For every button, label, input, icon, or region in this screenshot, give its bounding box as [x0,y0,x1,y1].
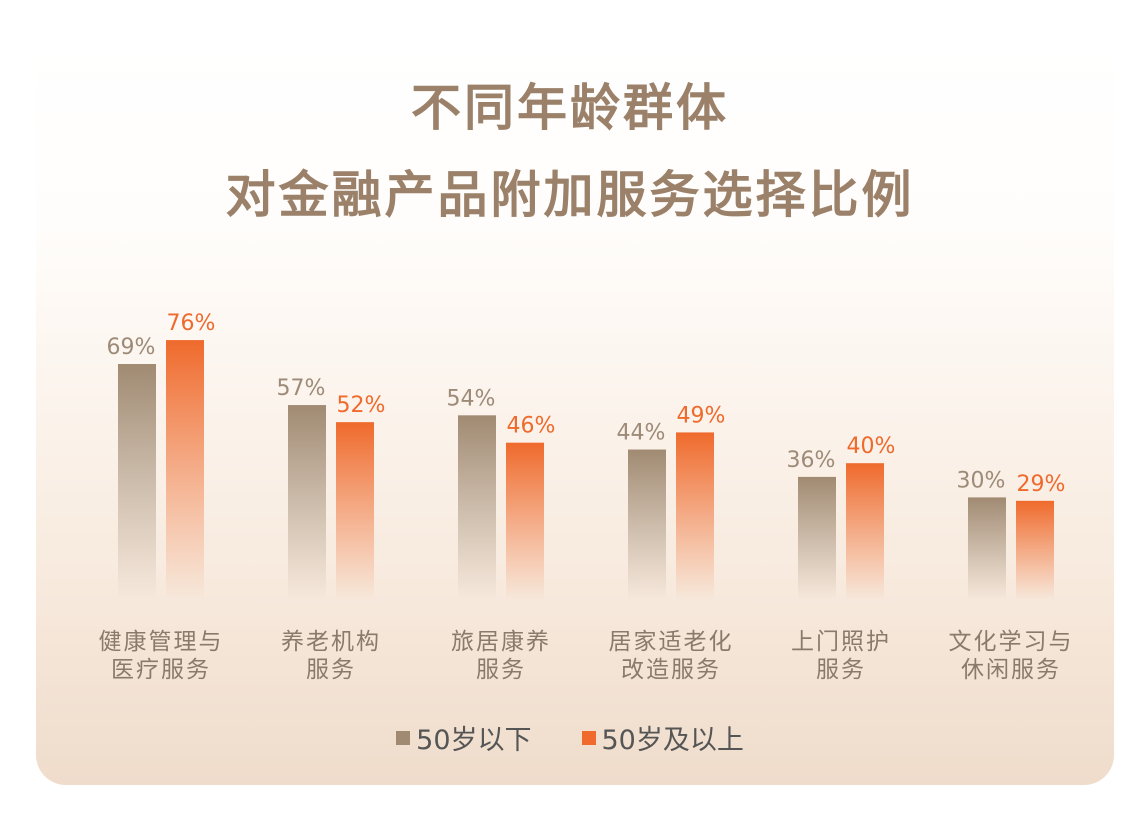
bar-over50-1 [336,422,374,600]
bar-under50-1 [288,405,326,600]
legend-item-under50: 50岁以下 [396,718,532,757]
chart-subtitle: 对金融产品附加服务选择比例 [225,166,915,224]
category-label-5-line-1: 休闲服务 [961,657,1061,683]
data-label-under50-3: 44% [617,421,666,446]
bar-under50-0 [118,364,156,600]
bar-over50-5 [1016,500,1054,600]
bar-over50-2 [506,442,544,600]
category-label-5-line-0: 文化学习与 [949,629,1074,655]
data-label-under50-1: 57% [277,376,326,401]
data-label-over50-1: 52% [337,393,386,418]
legend-swatch-over50 [581,730,596,745]
data-label-over50-2: 46% [507,414,556,439]
category-label-0-line-0: 健康管理与 [99,629,224,655]
category-label-2-line-1: 服务 [476,657,526,683]
category-label-3-line-1: 改造服务 [621,657,721,683]
category-label-2-line-0: 旅居康养 [451,629,551,655]
data-label-under50-0: 69% [107,335,156,360]
legend-item-over50: 50岁及以上 [581,718,744,757]
chart-card [36,40,1114,785]
legend-label-under50: 50岁以下 [416,725,532,756]
category-label-0-line-1: 医疗服务 [111,657,211,683]
bar-over50-4 [846,463,884,600]
category-label-4-line-0: 上门照护 [791,629,891,655]
legend: 50岁以下 50岁及以上 [0,718,1140,757]
bar-under50-3 [628,449,666,600]
data-label-over50-4: 40% [847,434,896,459]
category-label-4-line-1: 服务 [816,657,866,683]
data-label-over50-5: 29% [1017,472,1066,497]
category-label-1-line-0: 养老机构 [281,629,381,655]
bar-over50-0 [166,340,204,600]
data-label-under50-2: 54% [447,386,496,411]
data-label-under50-4: 36% [787,448,836,473]
bar-under50-4 [798,476,836,600]
chart-title: 不同年龄群体 [411,79,729,137]
data-label-over50-0: 76% [167,311,216,336]
bar-over50-3 [676,432,714,600]
bar-under50-2 [458,415,496,600]
category-label-1-line-1: 服务 [306,657,356,683]
category-label-3-line-0: 居家适老化 [609,629,734,655]
bar-under50-5 [968,497,1006,600]
data-label-under50-5: 30% [957,468,1006,493]
data-label-over50-3: 49% [677,403,726,428]
legend-swatch-under50 [396,730,411,745]
legend-label-over50: 50岁及以上 [601,725,744,756]
